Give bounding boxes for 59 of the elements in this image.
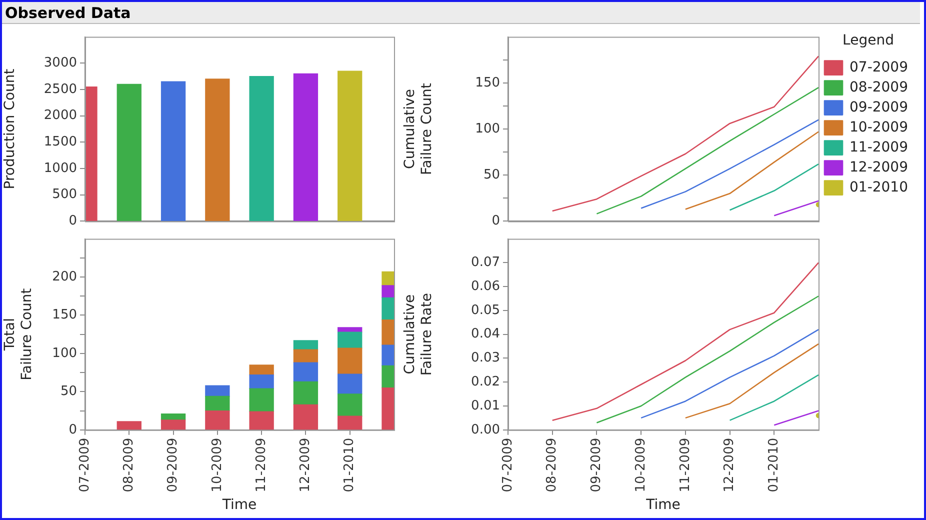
y-tick-label: 0.07 (471, 255, 500, 270)
y-axis-title: Production Count (2, 68, 18, 190)
y-axis-title: Cumulative Failure Count (402, 82, 435, 176)
legend-label: 07-2009 (850, 59, 908, 76)
x-tick-label: 01-2010 (342, 438, 358, 492)
y-tick-label: 0.02 (471, 374, 500, 390)
y-tick-label: 2500 (44, 82, 77, 97)
y-tick-label: 100 (52, 346, 77, 361)
legend-label: 12-2009 (850, 159, 908, 176)
x-tick-label: 07-2009 (77, 438, 92, 492)
x-tick-label: 09-2009 (166, 438, 181, 492)
y-tick-label: 0.03 (471, 350, 500, 366)
y-tick-label: 0.01 (471, 398, 500, 414)
x-tick-label: 10-2009 (210, 438, 225, 492)
x-tick-label: 10-2009 (633, 438, 648, 492)
y-tick-label: 0.05 (471, 302, 500, 318)
legend-title: Legend (842, 32, 894, 49)
y-tick-label: 100 (475, 121, 500, 136)
y-tick-label: 50 (60, 384, 77, 400)
legend-label: 08-2009 (850, 79, 908, 96)
x-tick-label: 01-2010 (766, 438, 782, 492)
bar (116, 84, 142, 222)
y-tick-label: 0 (68, 422, 77, 438)
y-tick-label: 150 (52, 308, 77, 323)
x-tick-label: 08-2009 (122, 438, 137, 492)
y-tick-label: 1500 (44, 134, 77, 150)
x-tick-label: 11-2009 (678, 438, 693, 492)
y-tick-label: 500 (52, 187, 77, 202)
y-tick-label: 0.00 (471, 422, 500, 438)
y-axis-title: Total Failure Count (2, 288, 35, 380)
y-tick-label: 200 (52, 269, 77, 284)
y-tick-label: 0.06 (471, 278, 500, 294)
bar (293, 73, 318, 222)
y-tick-label: 3000 (44, 56, 77, 71)
x-tick-label: 09-2009 (589, 438, 604, 492)
bar (160, 81, 186, 222)
y-tick-label: 0 (492, 214, 500, 229)
y-tick-label: 150 (475, 75, 500, 90)
x-tick-label: 07-2009 (500, 438, 516, 492)
y-tick-label: 50 (483, 167, 500, 182)
y-tick-label: 0 (68, 214, 77, 229)
x-axis-title: Time (645, 497, 680, 514)
legend-label: 01-2010 (850, 179, 908, 196)
chart-title: Observed Data (2, 2, 920, 24)
legend-label: 09-2009 (850, 99, 908, 116)
bar (338, 70, 362, 222)
x-tick-label: 12-2009 (722, 438, 738, 492)
y-tick-label: 2000 (44, 108, 77, 124)
legend-label: 10-2009 (850, 119, 908, 136)
x-tick-label: 08-2009 (544, 438, 560, 492)
x-tick-label: 11-2009 (254, 438, 269, 492)
y-axis-title: Cumulative Failure Rate (402, 293, 435, 376)
y-tick-label: 1000 (44, 160, 77, 176)
x-axis-title: Time (221, 497, 257, 514)
bar (205, 78, 230, 222)
x-tick-label: 12-2009 (298, 438, 314, 492)
legend-label: 11-2009 (850, 139, 908, 156)
y-tick-label: 0.04 (471, 326, 500, 342)
bar (249, 76, 274, 222)
